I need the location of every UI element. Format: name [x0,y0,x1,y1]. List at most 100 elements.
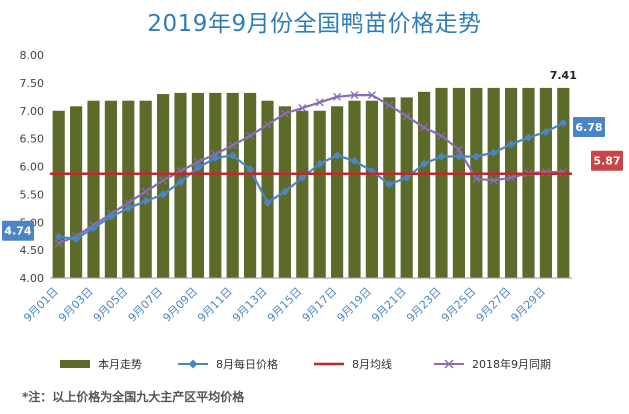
data-point [385,101,394,110]
x-tick-label: 9月21日 [369,285,409,325]
data-point [124,198,133,207]
data-label: 4.74 [4,225,31,238]
data-point [454,152,463,161]
data-point [315,98,324,107]
data-point [141,187,150,196]
bar [226,92,239,278]
y-tick-label: 6.00 [20,161,45,174]
data-point [106,212,115,221]
bar [296,110,309,278]
data-point [350,156,359,165]
y-tick-label: 7.50 [20,77,45,90]
bar [487,87,500,278]
data-point [72,234,81,243]
bar [348,100,361,278]
x-tick-label: 9月11日 [195,285,235,325]
x-tick-label: 9月19日 [334,285,374,325]
data-point [420,123,429,132]
data-label: 6.78 [575,121,602,134]
bar [522,87,535,278]
bar [139,100,152,278]
data-point [211,154,220,163]
x-tick-label: 9月13日 [230,285,270,325]
legend-label: 本月走势 [98,358,142,371]
y-tick-label: 8.00 [20,49,45,62]
data-point [402,112,411,121]
x-tick-label: 9月09日 [160,285,200,325]
data-point [228,141,237,150]
legend-label: 2018年9月同期 [472,358,551,371]
x-tick-label: 9月27日 [474,285,514,325]
x-tick-label: 9月03日 [56,285,96,325]
x-tick-label: 9月23日 [404,285,444,325]
data-point [333,151,342,160]
x-tick-label: 9月07日 [126,285,166,325]
data-label-box [573,117,605,138]
data-point [559,119,568,128]
data-point [263,198,272,207]
bar [557,87,570,278]
data-point [437,152,446,161]
data-point [507,140,516,149]
x-tick-label: 9月29日 [508,285,548,325]
data-point [402,173,411,182]
x-tick-label: 9月25日 [439,285,479,325]
data-point [280,109,289,118]
data-point [385,180,394,189]
data-label-box [591,150,623,171]
bar [400,97,413,279]
legend-item-2018-same-period: 2018年9月同期 [434,356,551,372]
data-point [350,91,359,100]
x-tick-label: 9月15日 [265,285,305,325]
data-point [193,158,202,167]
data-point [89,223,98,232]
legend-item-august-average: 8月均线 [314,356,392,372]
bar [52,110,65,278]
data-point [193,163,202,172]
y-tick-label: 5.50 [20,188,45,201]
data-label: 5.87 [593,155,620,168]
legend-label: 8月每日价格 [216,358,278,371]
bar [122,100,135,278]
data-point [159,176,168,185]
bar [470,87,483,278]
bar [104,100,117,278]
x-line-icon [434,359,464,369]
bar [244,92,257,278]
line-icon [314,362,344,366]
diamond-line-icon [178,359,208,369]
bar-swatch-icon [60,360,90,368]
data-point [472,152,481,161]
y-tick-label: 4.00 [20,272,45,285]
x-tick-label: 9月01日 [21,285,61,325]
data-point [298,103,307,112]
series-line [58,93,564,245]
legend-item-this-month: 本月走势 [60,356,142,372]
data-point [280,187,289,196]
data-point [246,131,255,140]
data-point [54,239,63,248]
data-point [333,92,342,101]
bar [70,106,83,278]
bar [435,87,448,278]
data-label: 7.41 [550,69,577,82]
bar [365,100,378,278]
data-point [541,127,550,136]
x-tick-label: 9月05日 [91,285,131,325]
bar [191,92,204,278]
price-chart: 8.007.507.006.506.005.505.004.504.009月01… [2,49,623,325]
data-point [507,173,516,182]
data-point [263,120,272,129]
bar [452,87,465,278]
y-tick-label: 4.50 [20,244,45,257]
bar [87,100,100,278]
data-point [176,178,185,187]
data-point [228,151,237,160]
data-point [420,159,429,168]
data-point [315,159,324,168]
x-tick-label: 9月17日 [300,285,340,325]
legend-label: 8月均线 [352,358,392,371]
bar [313,110,326,278]
data-point [454,145,463,154]
